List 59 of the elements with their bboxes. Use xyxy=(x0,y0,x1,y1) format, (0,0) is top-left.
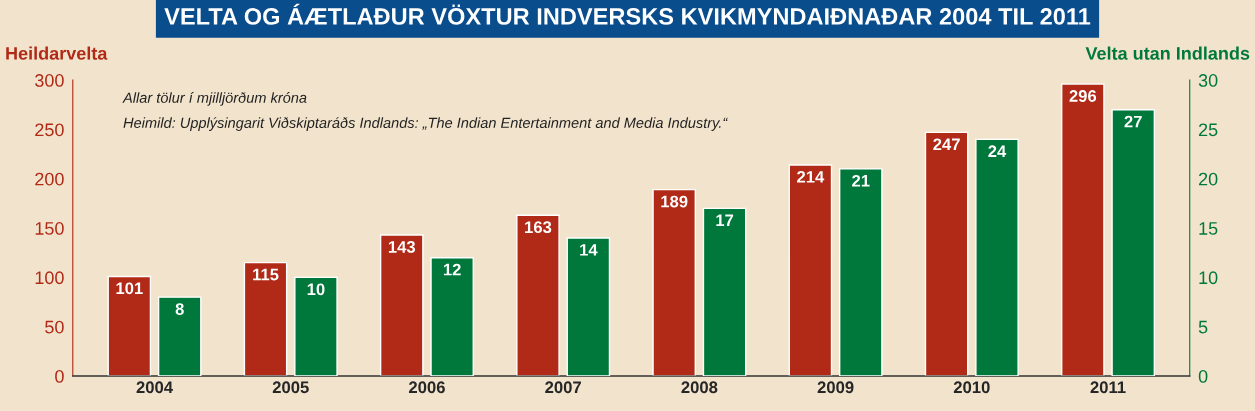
bar xyxy=(788,164,833,377)
bar xyxy=(1111,109,1156,377)
data-label: 24 xyxy=(988,145,1007,157)
x-tick-label: 2009 xyxy=(817,381,854,394)
chart-title: VELTA OG ÁÆTLAÐUR VÖXTUR INDVERSKS KVIKMYNDAIÐNAÐAR 2004 TIL 2011 xyxy=(164,3,1091,25)
y2-tick-label: 15 xyxy=(1199,222,1218,235)
bar xyxy=(379,234,424,377)
y-tick-label: 100 xyxy=(35,271,64,285)
y2-tick-label: 25 xyxy=(1198,123,1218,137)
annotation: Heimild: Upplýsingarit Viðskiptaráðs Indlands: „The Indian Entertainment and Media Industry.“ xyxy=(123,117,728,131)
x-tick-label: 2004 xyxy=(136,381,173,394)
data-label: 21 xyxy=(852,174,870,187)
x-tick-label: 2008 xyxy=(681,381,718,394)
bar xyxy=(516,214,560,377)
y2-tick-label: 0 xyxy=(1198,370,1208,383)
y-tick-label: 250 xyxy=(35,123,64,137)
y2-axis-title: Velta utan Indlands xyxy=(1085,46,1250,60)
bar xyxy=(702,207,747,377)
x-tick-label: 2007 xyxy=(545,381,581,394)
bar xyxy=(975,138,1019,377)
y2-tick-label: 10 xyxy=(1199,271,1218,285)
y-tick-label: 0 xyxy=(55,370,64,383)
y-tick-label: 150 xyxy=(35,222,64,235)
data-label: 189 xyxy=(661,195,688,208)
data-label: 247 xyxy=(933,138,960,151)
bar xyxy=(157,296,202,377)
bar xyxy=(294,276,338,377)
y-tick-label: 50 xyxy=(45,320,64,334)
data-label: 143 xyxy=(388,241,416,253)
y2-tick-label: 5 xyxy=(1198,320,1208,334)
bar xyxy=(652,188,696,377)
data-label: 115 xyxy=(253,268,279,281)
data-label: 27 xyxy=(1124,115,1142,128)
x-tick-label: 2006 xyxy=(408,381,445,394)
data-label: 163 xyxy=(525,221,552,234)
x-tick-label: 2011 xyxy=(1090,381,1126,394)
y2-tick-label: 20 xyxy=(1198,172,1218,186)
bar xyxy=(566,237,611,377)
y-tick-label: 200 xyxy=(35,172,64,186)
bar xyxy=(1061,83,1105,377)
bar xyxy=(430,257,474,377)
data-label: 14 xyxy=(580,244,598,256)
y2-tick-label: 30 xyxy=(1198,74,1218,87)
y-tick-label: 300 xyxy=(35,74,64,87)
bar xyxy=(924,131,969,377)
x-tick-label: 2005 xyxy=(272,381,309,394)
bar xyxy=(243,261,288,377)
bar xyxy=(107,275,152,377)
x-tick-label: 2010 xyxy=(953,381,990,394)
bar xyxy=(838,168,883,377)
data-label: 10 xyxy=(307,283,325,296)
data-label: 101 xyxy=(116,282,143,295)
data-label: 12 xyxy=(443,263,461,276)
data-label: 8 xyxy=(175,303,184,315)
y-axis-title: Heildarvelta xyxy=(6,46,108,60)
data-label: 17 xyxy=(716,214,734,227)
data-label: 214 xyxy=(797,170,825,183)
annotation: Allar tölur í mjilljörðum króna xyxy=(122,91,307,106)
data-label: 296 xyxy=(1069,90,1097,102)
